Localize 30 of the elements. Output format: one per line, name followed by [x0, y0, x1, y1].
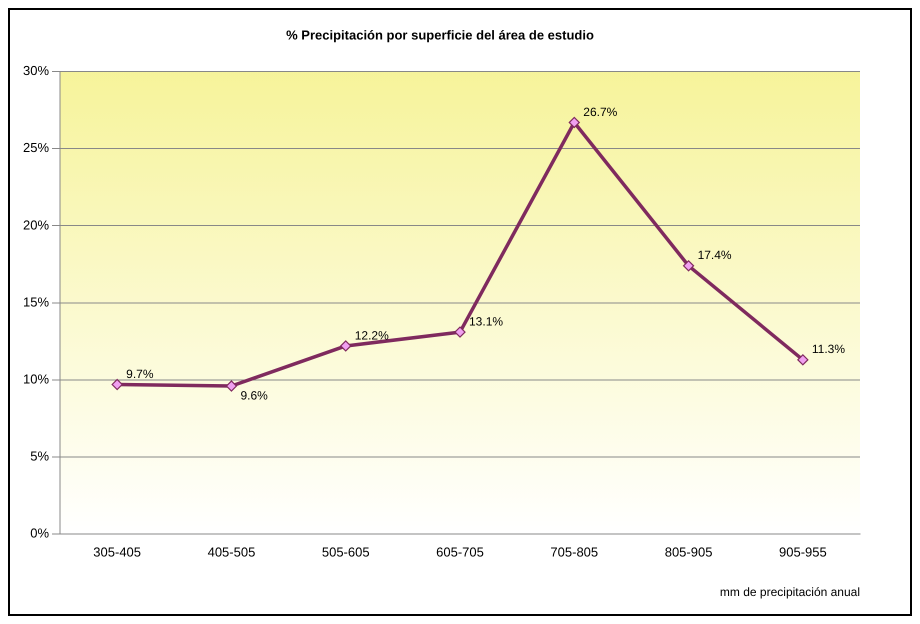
y-tick-label: 5%: [30, 448, 50, 464]
y-tick-label: 25%: [22, 140, 50, 156]
y-tick-label: 0%: [30, 526, 50, 541]
x-tick-label: 505-605: [322, 544, 370, 560]
x-tick-label: 905-955: [779, 544, 827, 560]
y-tick-label: 15%: [22, 294, 50, 310]
x-axis-title: mm de precipitación anual: [720, 585, 860, 600]
data-label: 9.6%: [240, 388, 268, 402]
x-tick-label: 405-505: [208, 544, 256, 560]
point: [454, 326, 466, 338]
x-tick-label: 705-805: [550, 544, 598, 560]
data-label: 12.2%: [354, 328, 390, 342]
point: [226, 380, 238, 392]
data-label: 11.3%: [812, 342, 846, 356]
chart-title: % Precipitación por superficie del área de estudio: [286, 27, 594, 42]
x-tick-label: 805-905: [664, 544, 712, 560]
y-tick-label: 30%: [22, 63, 50, 78]
data-label: 17.4%: [698, 248, 732, 262]
x-tick-label: 605-705: [436, 544, 484, 560]
data-label: 13.1%: [469, 314, 504, 328]
point: [682, 260, 694, 272]
point: [340, 340, 352, 352]
y-tick-label: 20%: [22, 217, 50, 232]
point: [797, 354, 808, 366]
data-label: 9.7%: [126, 366, 154, 381]
data-label: 26.7%: [583, 104, 618, 119]
x-tick-label: 305-405: [93, 544, 142, 560]
point: [568, 116, 580, 128]
y-tick-label: 10%: [22, 371, 50, 386]
point: [112, 378, 123, 390]
